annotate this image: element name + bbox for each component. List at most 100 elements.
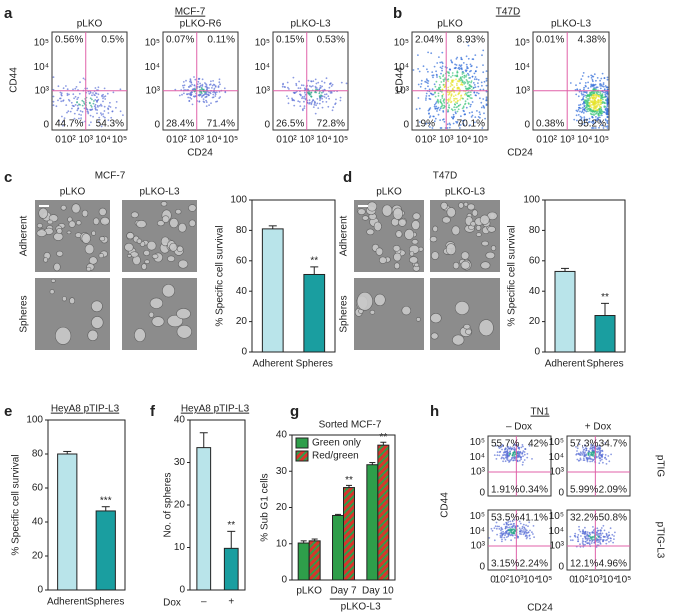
flow-event-dot bbox=[469, 124, 471, 127]
flow-event-dot bbox=[502, 454, 504, 457]
flow-event-dot bbox=[599, 459, 602, 462]
flow-event-dot bbox=[584, 99, 587, 101]
flow-event-dot bbox=[475, 78, 478, 81]
flow-event-dot bbox=[466, 65, 468, 68]
flow-event-dot bbox=[596, 103, 599, 106]
legend-swatch bbox=[295, 450, 309, 462]
flow-event-dot bbox=[460, 56, 463, 59]
panel-letter: d bbox=[343, 169, 352, 186]
bar bbox=[554, 270, 576, 353]
flow-event-dot bbox=[573, 118, 576, 121]
flow-event-dot bbox=[71, 104, 74, 107]
flow-event-dot bbox=[582, 72, 585, 74]
quadrant-percent: 44.7% bbox=[55, 119, 83, 130]
y-tick-label: 10⁴ bbox=[515, 62, 530, 73]
flow-event-dot bbox=[605, 458, 608, 461]
flow-event-dot bbox=[107, 119, 110, 122]
cell bbox=[50, 278, 56, 283]
flow-event-dot bbox=[591, 535, 594, 538]
flow-event-dot bbox=[518, 527, 521, 530]
flow-event-dot bbox=[323, 96, 326, 98]
error-bar bbox=[561, 267, 569, 272]
flow-event-dot bbox=[330, 85, 333, 87]
flow-event-dot bbox=[596, 531, 598, 534]
cell bbox=[84, 243, 95, 255]
cell bbox=[414, 262, 420, 268]
flow-event-dot bbox=[465, 63, 468, 66]
flow-event-dot bbox=[467, 67, 469, 69]
flow-event-dot bbox=[213, 87, 216, 90]
flow-event-dot bbox=[441, 97, 444, 99]
flow-event-dot bbox=[316, 102, 319, 105]
flow-event-dot bbox=[69, 110, 72, 113]
y-tick-label: 10⁵ bbox=[549, 437, 564, 448]
flow-event-dot bbox=[80, 114, 82, 116]
y-tick-label: 0 bbox=[479, 562, 485, 573]
flow-event-dot bbox=[66, 88, 69, 91]
flow-event-dot bbox=[454, 67, 457, 70]
flow-event-dot bbox=[518, 455, 521, 458]
flow-event-dot bbox=[94, 92, 97, 94]
flow-event-dot bbox=[513, 530, 515, 533]
flow-event-dot bbox=[66, 111, 68, 114]
flow-event-dot bbox=[588, 452, 590, 455]
flow-event-dot bbox=[470, 116, 473, 118]
flow-event-dot bbox=[531, 458, 533, 460]
column-title: – Dox bbox=[506, 422, 532, 433]
flow-event-dot bbox=[474, 121, 476, 124]
x-axis-label: CD24 bbox=[187, 148, 213, 159]
flow-event-dot bbox=[500, 531, 503, 534]
flow-event-dot bbox=[602, 127, 605, 129]
flow-event-dot bbox=[512, 448, 515, 451]
cell bbox=[56, 250, 64, 257]
y-tick-label: 10³ bbox=[471, 541, 486, 552]
y-tick-label: 40 bbox=[236, 286, 248, 297]
flow-event-dot bbox=[597, 113, 600, 115]
flow-event-dot bbox=[104, 116, 106, 119]
flow-event-dot bbox=[207, 94, 210, 97]
flow-event-dot bbox=[575, 114, 578, 117]
flow-event-dot bbox=[591, 458, 594, 461]
flow-event-dot bbox=[584, 91, 587, 94]
x-axis-label: Dox bbox=[163, 598, 181, 609]
flow-event-dot bbox=[448, 106, 451, 109]
flow-event-dot bbox=[458, 64, 461, 67]
quadrant-percent: 12.1% bbox=[570, 559, 598, 570]
quadrant-percent: 71.4% bbox=[207, 119, 235, 130]
x-tick-label: 0 bbox=[569, 575, 575, 586]
flow-event-dot bbox=[593, 107, 596, 109]
flow-event-dot bbox=[589, 109, 591, 112]
flow-event-dot bbox=[586, 539, 588, 542]
x-tick-label: Day 10 bbox=[362, 586, 394, 597]
flow-event-dot bbox=[495, 458, 498, 460]
panel-title: T47D bbox=[433, 171, 457, 182]
flow-event-dot bbox=[585, 105, 588, 108]
flow-event-dot bbox=[511, 454, 514, 456]
x-tick-label: pLKO bbox=[296, 586, 322, 597]
x-tick-label: 10⁵ bbox=[333, 135, 348, 146]
bar bbox=[343, 487, 355, 581]
flow-event-dot bbox=[467, 88, 470, 91]
flow-event-dot bbox=[204, 93, 207, 95]
cell bbox=[440, 201, 448, 210]
flow-event-dot bbox=[447, 93, 450, 96]
flow-event-dot bbox=[450, 82, 452, 84]
flow-event-dot bbox=[119, 110, 122, 113]
flow-event-dot bbox=[431, 127, 434, 129]
column-title: + Dox bbox=[585, 422, 611, 433]
flow-event-dot bbox=[460, 78, 463, 81]
flow-event-dot bbox=[594, 103, 597, 106]
flow-event-dot bbox=[446, 123, 449, 126]
flow-event-dot bbox=[206, 86, 209, 89]
flow-event-dot bbox=[517, 445, 519, 448]
y-tick-label: 0 bbox=[241, 347, 247, 358]
cell bbox=[409, 256, 419, 264]
quadrant-percent: 0.11% bbox=[207, 35, 235, 46]
flow-event-dot bbox=[182, 86, 185, 89]
flow-event-dot bbox=[501, 538, 503, 541]
y-tick-label: 10 bbox=[174, 542, 186, 553]
flow-event-dot bbox=[514, 534, 517, 536]
cell bbox=[81, 233, 91, 244]
flow-event-dot bbox=[461, 119, 464, 122]
